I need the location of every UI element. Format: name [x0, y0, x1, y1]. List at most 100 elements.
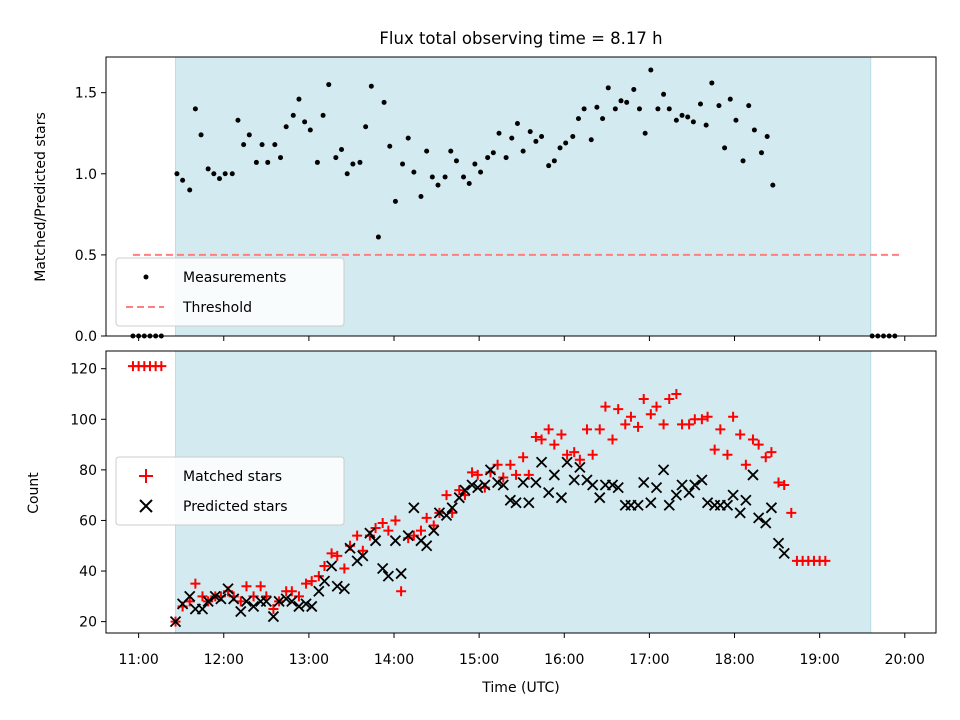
predicted-star-point	[472, 481, 484, 494]
measurement-point	[253, 159, 259, 165]
measurement-point	[296, 96, 302, 102]
predicted-star-point	[696, 474, 708, 486]
predicted-star-point	[734, 507, 746, 519]
measurement-point	[314, 159, 320, 165]
predicted-star-point	[338, 583, 350, 595]
measurement-point	[259, 142, 265, 148]
measurement-point	[727, 96, 733, 102]
measurement-point	[709, 80, 715, 86]
predicted-star-point	[760, 517, 772, 529]
x-axis-label: Time (UTC)	[481, 680, 559, 696]
measurement-point	[418, 194, 424, 199]
predicted-star-point	[267, 610, 280, 623]
measurement-point	[442, 174, 448, 180]
measurement-point	[405, 135, 411, 141]
measurement-point	[581, 106, 587, 112]
matched-star-point	[702, 411, 713, 422]
x-tick-label: 17:00	[629, 652, 669, 668]
legend-top-box	[115, 257, 345, 327]
measurement-point	[679, 112, 685, 118]
measurement-point	[722, 145, 728, 151]
predicted-star-point	[543, 486, 555, 499]
matched-star-point	[587, 449, 598, 460]
measurement-point	[557, 145, 563, 151]
measurement-point	[478, 169, 484, 175]
predicted-star-point	[357, 550, 369, 562]
measurement-point	[618, 98, 624, 104]
matched-star-point	[301, 578, 312, 589]
predicted-star-point	[382, 570, 394, 582]
measurement-point	[339, 146, 345, 152]
matched-star-point	[530, 431, 541, 442]
matched-star-point	[664, 394, 675, 405]
measurement-point	[690, 119, 696, 125]
measurement-point	[673, 117, 679, 123]
predicted-star-point	[428, 524, 440, 537]
measurement-point	[594, 104, 600, 110]
matched-star-point	[607, 434, 618, 445]
matched-star-point	[773, 477, 784, 488]
predicted-star-point	[497, 479, 509, 491]
legend-bottom: Matched stars Predicted stars	[115, 456, 345, 526]
predicted-star-point	[344, 542, 356, 554]
matched-star-point	[352, 530, 363, 541]
predicted-star-point	[689, 479, 701, 491]
matched-star-point	[574, 454, 585, 465]
measurement-point	[697, 101, 703, 107]
measurement-point	[461, 174, 467, 180]
measurement-point	[357, 159, 363, 165]
matched-star-point	[319, 560, 330, 571]
predicted-star-point	[670, 489, 682, 501]
predicted-star-point	[727, 489, 739, 501]
predicted-star-point	[202, 595, 214, 608]
predicted-star-point	[215, 593, 227, 605]
x-tick-label: 15:00	[459, 652, 499, 668]
matched-star-point	[658, 419, 669, 430]
measurement-point	[235, 117, 241, 123]
matched-star-point	[779, 480, 790, 491]
matched-star-point	[728, 411, 739, 422]
matched-star-point	[569, 447, 580, 458]
y-tick-label: 60	[79, 513, 97, 529]
matched-star-point	[625, 411, 636, 422]
predicted-star-point	[459, 484, 471, 496]
measurement-point	[290, 112, 296, 118]
predicted-star-point	[169, 615, 182, 628]
matched-star-point	[454, 485, 465, 496]
matched-star-point	[339, 563, 350, 574]
measurement-point	[368, 83, 374, 89]
measurement-point	[758, 150, 764, 156]
matched-star-point	[696, 414, 707, 425]
predicted-star-point	[638, 476, 650, 489]
matched-star-point	[197, 591, 208, 602]
measurement-point	[435, 182, 441, 188]
matched-star-point	[492, 459, 503, 470]
matched-star-point	[415, 525, 426, 536]
y-tick-label: 80	[79, 463, 97, 479]
predicted-star-point	[701, 497, 714, 509]
predicted-star-point	[772, 537, 785, 549]
predicted-star-point	[228, 593, 240, 605]
legend-matched-label: Matched stars	[183, 469, 282, 485]
measurement-point	[661, 91, 667, 97]
measurement-point	[588, 137, 594, 143]
measurement-point	[192, 106, 198, 112]
predicted-star-point	[587, 479, 599, 491]
predicted-star-point	[632, 499, 644, 511]
measurement-point	[307, 127, 313, 133]
measurement-point	[265, 159, 271, 165]
predicted-star-point	[286, 595, 298, 608]
matched-star-point	[760, 452, 771, 463]
predicted-star-point	[523, 497, 535, 509]
matched-star-point	[156, 361, 167, 372]
matched-star-point	[377, 517, 388, 528]
measurement-point	[424, 148, 430, 154]
predicted-star-point	[479, 479, 491, 491]
matched-star-point	[753, 439, 764, 450]
matched-star-point	[306, 576, 317, 587]
measurement-point	[716, 103, 722, 109]
predicted-star-point	[574, 461, 586, 473]
predicted-star-point	[184, 590, 196, 602]
matched-star-point	[715, 424, 726, 435]
measurement-point	[533, 138, 539, 144]
